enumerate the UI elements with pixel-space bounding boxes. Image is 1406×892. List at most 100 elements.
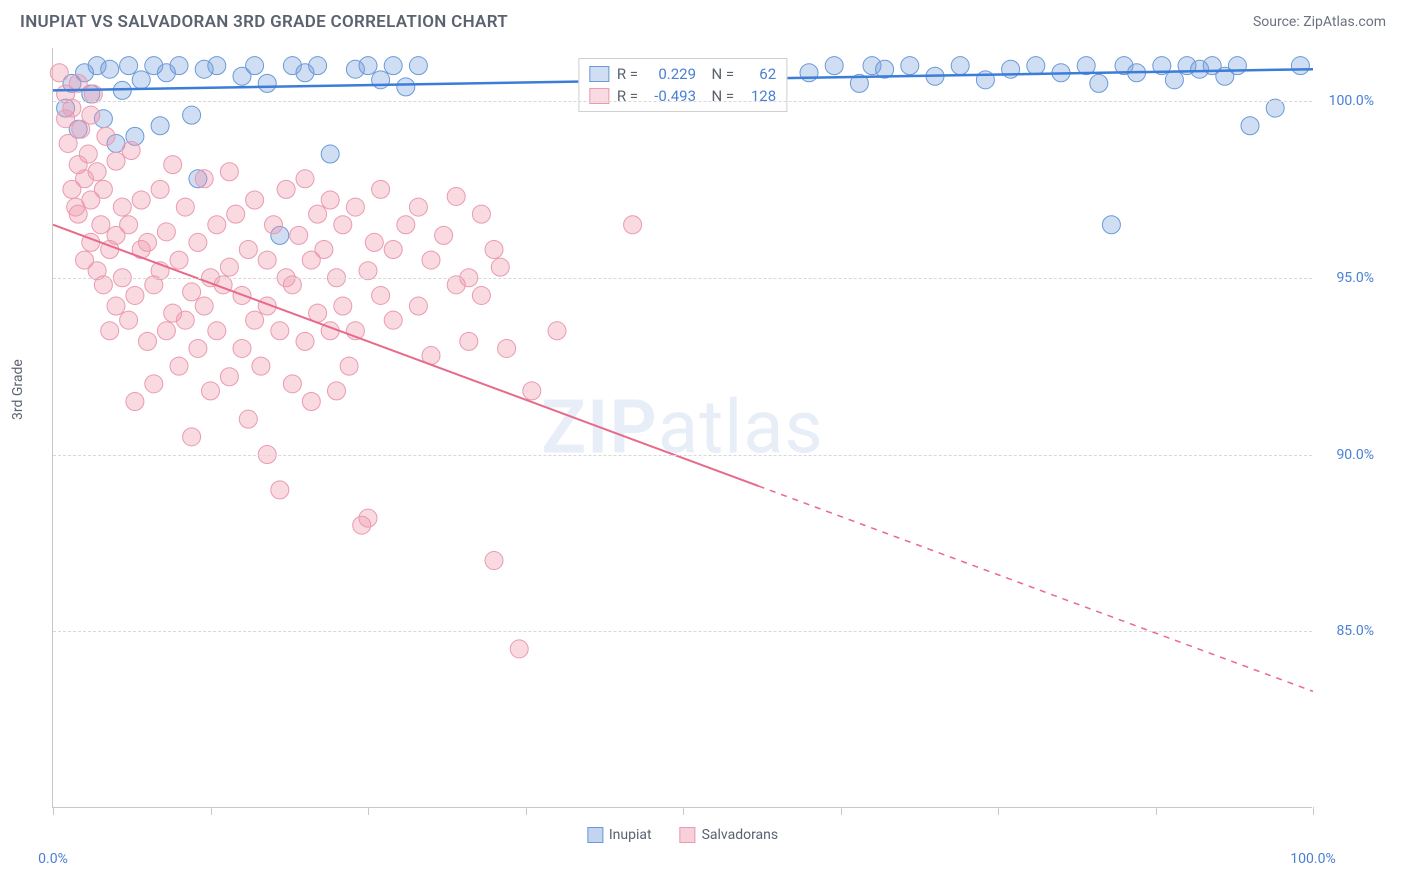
data-point bbox=[126, 286, 144, 304]
stats-swatch bbox=[589, 66, 609, 82]
data-point bbox=[101, 60, 119, 78]
data-point bbox=[258, 74, 276, 92]
data-point bbox=[246, 311, 264, 329]
data-point bbox=[384, 240, 402, 258]
stat-n-value: 128 bbox=[742, 87, 776, 105]
data-point bbox=[328, 382, 346, 400]
stat-label: N = bbox=[704, 87, 734, 105]
data-point bbox=[120, 216, 138, 234]
data-point bbox=[139, 332, 157, 350]
stats-row: R =0.229 N =62 bbox=[589, 63, 776, 85]
data-point bbox=[447, 187, 465, 205]
data-point bbox=[176, 198, 194, 216]
data-point bbox=[409, 198, 427, 216]
data-point bbox=[340, 357, 358, 375]
data-point bbox=[359, 57, 377, 75]
data-point bbox=[409, 57, 427, 75]
data-point bbox=[252, 357, 270, 375]
x-tick bbox=[841, 807, 842, 815]
data-point bbox=[120, 311, 138, 329]
data-point bbox=[435, 226, 453, 244]
data-point bbox=[113, 198, 131, 216]
data-point bbox=[397, 78, 415, 96]
data-point bbox=[321, 145, 339, 163]
data-point bbox=[372, 180, 390, 198]
data-point bbox=[139, 233, 157, 251]
data-point bbox=[472, 286, 490, 304]
data-point bbox=[384, 311, 402, 329]
data-point bbox=[825, 57, 843, 75]
data-point bbox=[79, 145, 97, 163]
data-point bbox=[151, 180, 169, 198]
legend-label: Salvadorans bbox=[702, 827, 779, 843]
x-tick-label: 100.0% bbox=[1290, 851, 1335, 867]
data-point bbox=[1027, 57, 1045, 75]
y-tick-label: 90.0% bbox=[1336, 447, 1374, 463]
data-point bbox=[189, 233, 207, 251]
data-point bbox=[271, 322, 289, 340]
data-point bbox=[365, 233, 383, 251]
data-point bbox=[359, 509, 377, 527]
legend-item: Inupiat bbox=[587, 827, 652, 843]
data-point bbox=[321, 191, 339, 209]
data-point bbox=[346, 198, 364, 216]
legend-item: Salvadorans bbox=[680, 827, 779, 843]
data-point bbox=[50, 64, 68, 82]
data-point bbox=[309, 205, 327, 223]
stat-n-value: 62 bbox=[742, 65, 776, 83]
data-point bbox=[220, 368, 238, 386]
x-tick bbox=[53, 807, 54, 815]
gridline bbox=[53, 101, 1312, 102]
data-point bbox=[302, 392, 320, 410]
data-point bbox=[157, 322, 175, 340]
x-tick bbox=[1313, 807, 1314, 815]
data-point bbox=[132, 71, 150, 89]
data-point bbox=[69, 205, 87, 223]
x-tick-label: 0.0% bbox=[38, 851, 68, 867]
data-point bbox=[170, 57, 188, 75]
data-point bbox=[189, 339, 207, 357]
data-point bbox=[491, 258, 509, 276]
data-point bbox=[296, 332, 314, 350]
bottom-legend: Inupiat Salvadorans bbox=[587, 827, 778, 843]
data-point bbox=[208, 216, 226, 234]
data-point bbox=[145, 375, 163, 393]
data-point bbox=[202, 382, 220, 400]
data-point bbox=[82, 106, 100, 124]
stat-r-value: 0.229 bbox=[646, 65, 696, 83]
data-point bbox=[485, 240, 503, 258]
data-point bbox=[88, 163, 106, 181]
chart-header: INUPIAT VS SALVADORAN 3RD GRADE CORRELAT… bbox=[0, 0, 1406, 40]
data-point bbox=[126, 392, 144, 410]
trend-line bbox=[53, 225, 759, 486]
x-tick bbox=[683, 807, 684, 815]
y-axis-label: 3rd Grade bbox=[10, 359, 26, 420]
stats-row: R =-0.493 N =128 bbox=[589, 85, 776, 107]
legend-label: Inupiat bbox=[609, 827, 652, 843]
scatter-svg bbox=[53, 48, 1312, 807]
data-point bbox=[1165, 71, 1183, 89]
data-point bbox=[183, 283, 201, 301]
data-point bbox=[120, 57, 138, 75]
data-point bbox=[195, 297, 213, 315]
data-point bbox=[246, 191, 264, 209]
data-point bbox=[277, 180, 295, 198]
data-point bbox=[1228, 57, 1246, 75]
data-point bbox=[101, 322, 119, 340]
x-tick bbox=[998, 807, 999, 815]
data-point bbox=[901, 57, 919, 75]
data-point bbox=[523, 382, 541, 400]
stat-label: N = bbox=[704, 65, 734, 83]
data-point bbox=[220, 258, 238, 276]
data-point bbox=[195, 170, 213, 188]
data-point bbox=[220, 163, 238, 181]
data-point bbox=[265, 216, 283, 234]
data-point bbox=[1291, 57, 1309, 75]
data-point bbox=[315, 240, 333, 258]
x-tick bbox=[368, 807, 369, 815]
stat-label: R = bbox=[617, 87, 638, 105]
data-point bbox=[624, 216, 642, 234]
x-tick bbox=[211, 807, 212, 815]
data-point bbox=[951, 57, 969, 75]
y-tick-label: 85.0% bbox=[1336, 623, 1374, 639]
